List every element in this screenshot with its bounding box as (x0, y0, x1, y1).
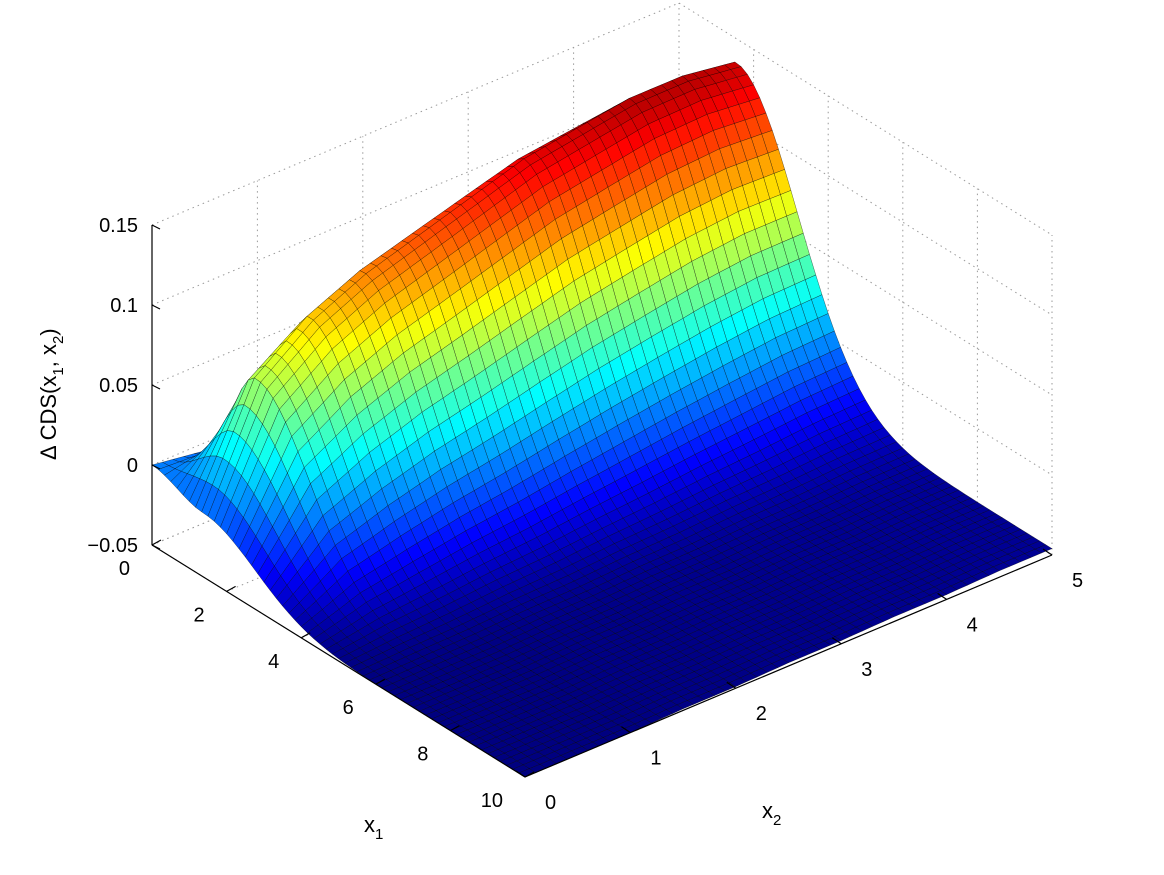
z-tick-label: 0.05 (99, 375, 138, 397)
surface-mesh (151, 61, 1053, 778)
x2-axis-line (524, 554, 1053, 778)
x1-axis-line (151, 544, 526, 778)
z-tick-mark (151, 304, 161, 310)
z-tick-mark (151, 464, 161, 470)
z-tick-label: 0.1 (110, 295, 138, 317)
z-tick-label: −0.05 (87, 535, 138, 557)
x2-tick-mark (726, 681, 737, 689)
x2-tick-mark (621, 726, 631, 734)
z-tick-mark (151, 544, 161, 550)
x1-tick-mark (300, 632, 311, 639)
x1-tick-mark (450, 725, 460, 732)
x2-tick-label: 1 (650, 748, 661, 770)
x1-tick-label: 2 (193, 604, 204, 626)
x1-tick-mark (524, 771, 535, 778)
x2-tick-mark (937, 592, 947, 600)
z-tick-label: 0 (127, 455, 138, 477)
z-tick-label: 0.15 (99, 215, 138, 237)
z-tick-mark (151, 384, 161, 390)
x2-tick-label: 4 (967, 614, 978, 636)
x1-tick-mark (375, 678, 386, 685)
x1-tick-mark (226, 585, 236, 592)
x2-tick-mark (1042, 548, 1053, 556)
z-axis-label: Δ CDS(x1, x2) (36, 328, 67, 460)
x2-tick-label: 0 (545, 792, 556, 814)
x1-tick-label: 8 (417, 744, 428, 766)
x2-tick-label: 3 (861, 659, 872, 681)
x2-tick-label: 5 (1072, 570, 1083, 592)
x2-tick-label: 2 (756, 703, 767, 725)
x1-tick-label: 10 (481, 790, 503, 812)
x2-tick-mark (515, 770, 526, 778)
x1-tick-label: 4 (268, 651, 279, 673)
x1-axis-label: x1 (364, 812, 383, 843)
x2-axis-label: x2 (762, 798, 781, 829)
x1-tick-label: 6 (343, 697, 354, 719)
x1-tick-mark (151, 539, 162, 546)
x2-tick-mark (831, 637, 842, 645)
z-tick-mark (151, 224, 161, 230)
x1-tick-label: 0 (119, 558, 130, 580)
